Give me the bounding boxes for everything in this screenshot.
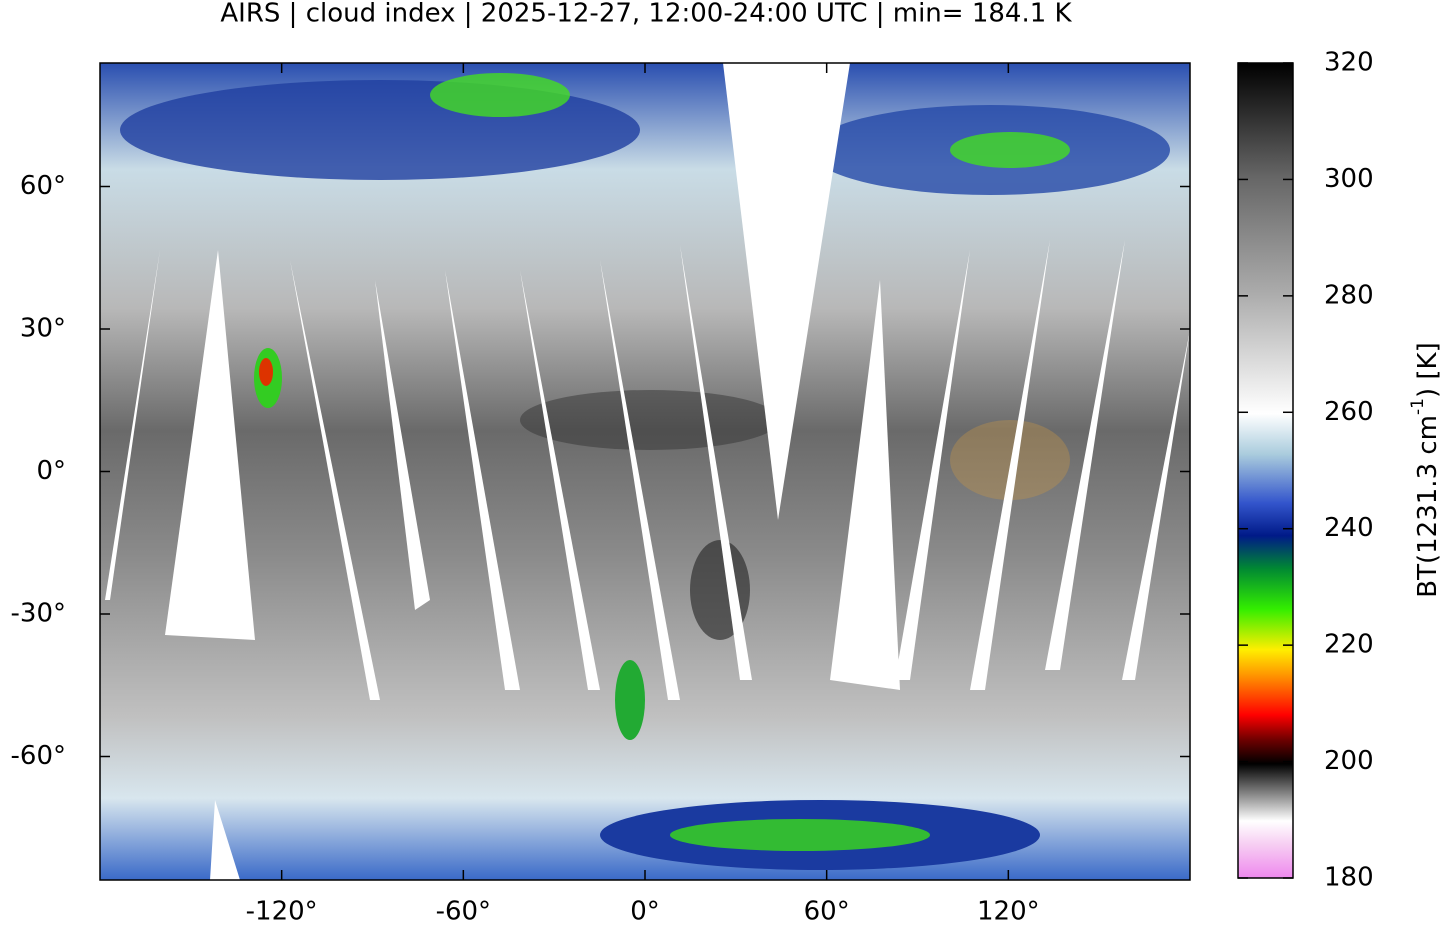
title: AIRS | cloud index | 2025-12-27, 12:00-2… bbox=[220, 0, 1072, 29]
x-tick-label: -120° bbox=[246, 897, 318, 927]
colorbar-tick-label: 320 bbox=[1324, 48, 1374, 78]
colorbar-label: BT(1231.3 cm-1) [K] bbox=[1408, 342, 1442, 597]
colorbar bbox=[1237, 62, 1294, 879]
colorbar-tick-label: 240 bbox=[1324, 513, 1374, 543]
x-tick-label: -60° bbox=[436, 897, 491, 927]
y-tick-label: 60° bbox=[20, 171, 66, 201]
label-superscript: -1 bbox=[1408, 398, 1428, 415]
colorbar-tick-label: 200 bbox=[1324, 746, 1374, 776]
y-tick-label: 30° bbox=[20, 314, 66, 344]
x-tick-label: 60° bbox=[804, 897, 850, 927]
y-tick-label: -60° bbox=[11, 741, 66, 771]
y-tick-label: -30° bbox=[11, 599, 66, 629]
x-tick-label: 0° bbox=[630, 897, 660, 927]
colorbar-tick-label: 280 bbox=[1324, 280, 1374, 310]
label-text: ) [K] bbox=[1413, 342, 1442, 398]
colorbar-tick-label: 220 bbox=[1324, 630, 1374, 660]
y-tick-label: 0° bbox=[36, 456, 66, 486]
colorbar-tick-label: 260 bbox=[1324, 397, 1374, 427]
colorbar-tick-label: 180 bbox=[1324, 863, 1374, 893]
colorbar-tick-label: 300 bbox=[1324, 164, 1374, 194]
label-text: BT(1231.3 cm bbox=[1413, 415, 1442, 598]
map-image bbox=[100, 63, 1190, 880]
x-tick-label: 120° bbox=[977, 897, 1040, 927]
